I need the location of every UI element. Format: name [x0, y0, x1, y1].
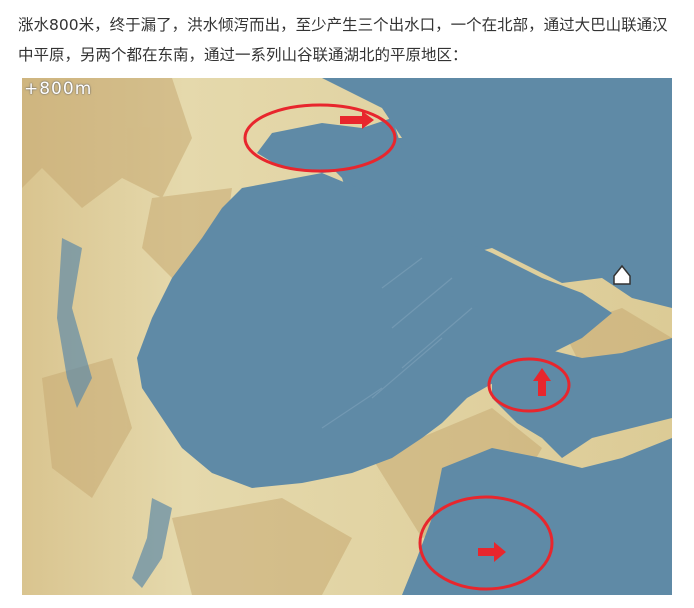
flood-water: [57, 78, 672, 595]
outlet-marker-southeast-lower: [418, 495, 554, 591]
elevation-label: +800m: [24, 79, 93, 99]
arrow-right-icon: [340, 111, 374, 129]
house-icon: [613, 264, 631, 285]
terrain-map-svg: [22, 78, 672, 595]
outlet-marker-north: [243, 103, 397, 173]
water-texture: [321, 257, 473, 429]
terrain-map: +800m: [22, 78, 672, 595]
article-caption: 涨水800米，终于漏了，洪水倾泻而出，至少产生三个出水口，一个在北部，通过大巴山…: [18, 16, 668, 64]
outlet-marker-southeast-upper: [487, 357, 571, 413]
arrow-up-icon: [533, 368, 551, 396]
arrow-right-icon: [478, 542, 506, 562]
